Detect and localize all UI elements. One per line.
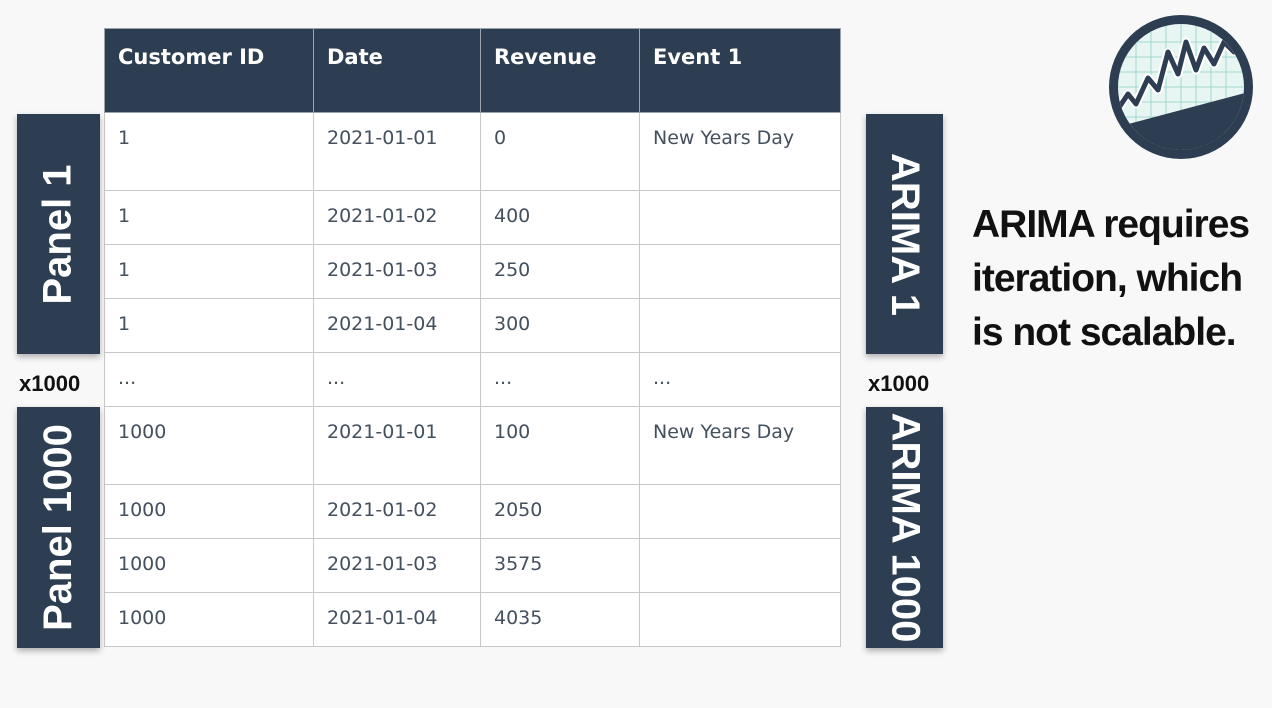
cell-revenue: ... [480, 352, 640, 407]
table-row: 1000 2021-01-04 4035 [104, 592, 841, 647]
cell-event: New Years Day [639, 112, 841, 191]
table-row: 1 2021-01-04 300 [104, 298, 841, 353]
table-header-row: Customer ID Date Revenue Event 1 [104, 28, 841, 113]
cell-revenue: 4035 [480, 592, 640, 647]
cell-event [639, 244, 841, 299]
cell-event [639, 484, 841, 539]
note-line: ARIMA requires [972, 203, 1250, 246]
cell-revenue: 0 [480, 112, 640, 191]
cell-event: ... [639, 352, 841, 407]
cell-customer-id: 1000 [104, 406, 314, 485]
cell-customer-id: 1 [104, 298, 314, 353]
cell-date: ... [313, 352, 481, 407]
cell-revenue: 400 [480, 190, 640, 245]
table-row: 1000 2021-01-03 3575 [104, 538, 841, 593]
cell-event: New Years Day [639, 406, 841, 485]
cell-revenue: 250 [480, 244, 640, 299]
table-row: 1000 2021-01-01 100 New Years Day [104, 406, 841, 485]
cell-date: 2021-01-02 [313, 190, 481, 245]
column-header-date: Date [313, 28, 481, 113]
panel-1-label: Panel 1 [17, 114, 100, 354]
column-header-revenue: Revenue [480, 28, 640, 113]
cell-event [639, 538, 841, 593]
table-row: 1000 2021-01-02 2050 [104, 484, 841, 539]
cell-event [639, 190, 841, 245]
panel-data-table: Customer ID Date Revenue Event 1 1 2021-… [104, 28, 841, 647]
cell-customer-id: 1000 [104, 538, 314, 593]
scalability-note: ARIMA requires iteration, which is not s… [972, 198, 1262, 360]
table-row-ellipsis: ... ... ... ... [104, 352, 841, 407]
cell-date: 2021-01-01 [313, 406, 481, 485]
cell-date: 2021-01-03 [313, 538, 481, 593]
arima-1-text: ARIMA 1 [883, 152, 927, 316]
table-row: 1 2021-01-03 250 [104, 244, 841, 299]
arima-1000-label: ARIMA 1000 [866, 407, 943, 648]
column-header-customer-id: Customer ID [104, 28, 314, 113]
stock-chart-logo-icon [1106, 12, 1256, 162]
cell-event [639, 298, 841, 353]
cell-date: 2021-01-03 [313, 244, 481, 299]
table-row: 1 2021-01-01 0 New Years Day [104, 112, 841, 191]
cell-date: 2021-01-04 [313, 298, 481, 353]
cell-revenue: 100 [480, 406, 640, 485]
left-multiplier-label: x1000 [19, 371, 81, 396]
cell-customer-id: 1 [104, 112, 314, 191]
table-row: 1 2021-01-02 400 [104, 190, 841, 245]
column-header-event-1: Event 1 [639, 28, 841, 113]
cell-event [639, 592, 841, 647]
arima-1-label: ARIMA 1 [866, 114, 943, 354]
cell-customer-id: 1 [104, 244, 314, 299]
cell-revenue: 300 [480, 298, 640, 353]
cell-customer-id: 1 [104, 190, 314, 245]
cell-date: 2021-01-04 [313, 592, 481, 647]
cell-customer-id: 1000 [104, 592, 314, 647]
note-line: iteration, which [972, 257, 1243, 300]
cell-date: 2021-01-02 [313, 484, 481, 539]
cell-customer-id: ... [104, 352, 314, 407]
note-line: is not scalable. [972, 311, 1237, 354]
panel-1-text: Panel 1 [36, 163, 81, 305]
cell-customer-id: 1000 [104, 484, 314, 539]
cell-revenue: 2050 [480, 484, 640, 539]
cell-date: 2021-01-01 [313, 112, 481, 191]
cell-revenue: 3575 [480, 538, 640, 593]
panel-1000-label: Panel 1000 [17, 407, 100, 648]
arima-1000-text: ARIMA 1000 [883, 412, 927, 643]
right-multiplier-label: x1000 [868, 371, 930, 396]
panel-1000-text: Panel 1000 [36, 424, 81, 631]
